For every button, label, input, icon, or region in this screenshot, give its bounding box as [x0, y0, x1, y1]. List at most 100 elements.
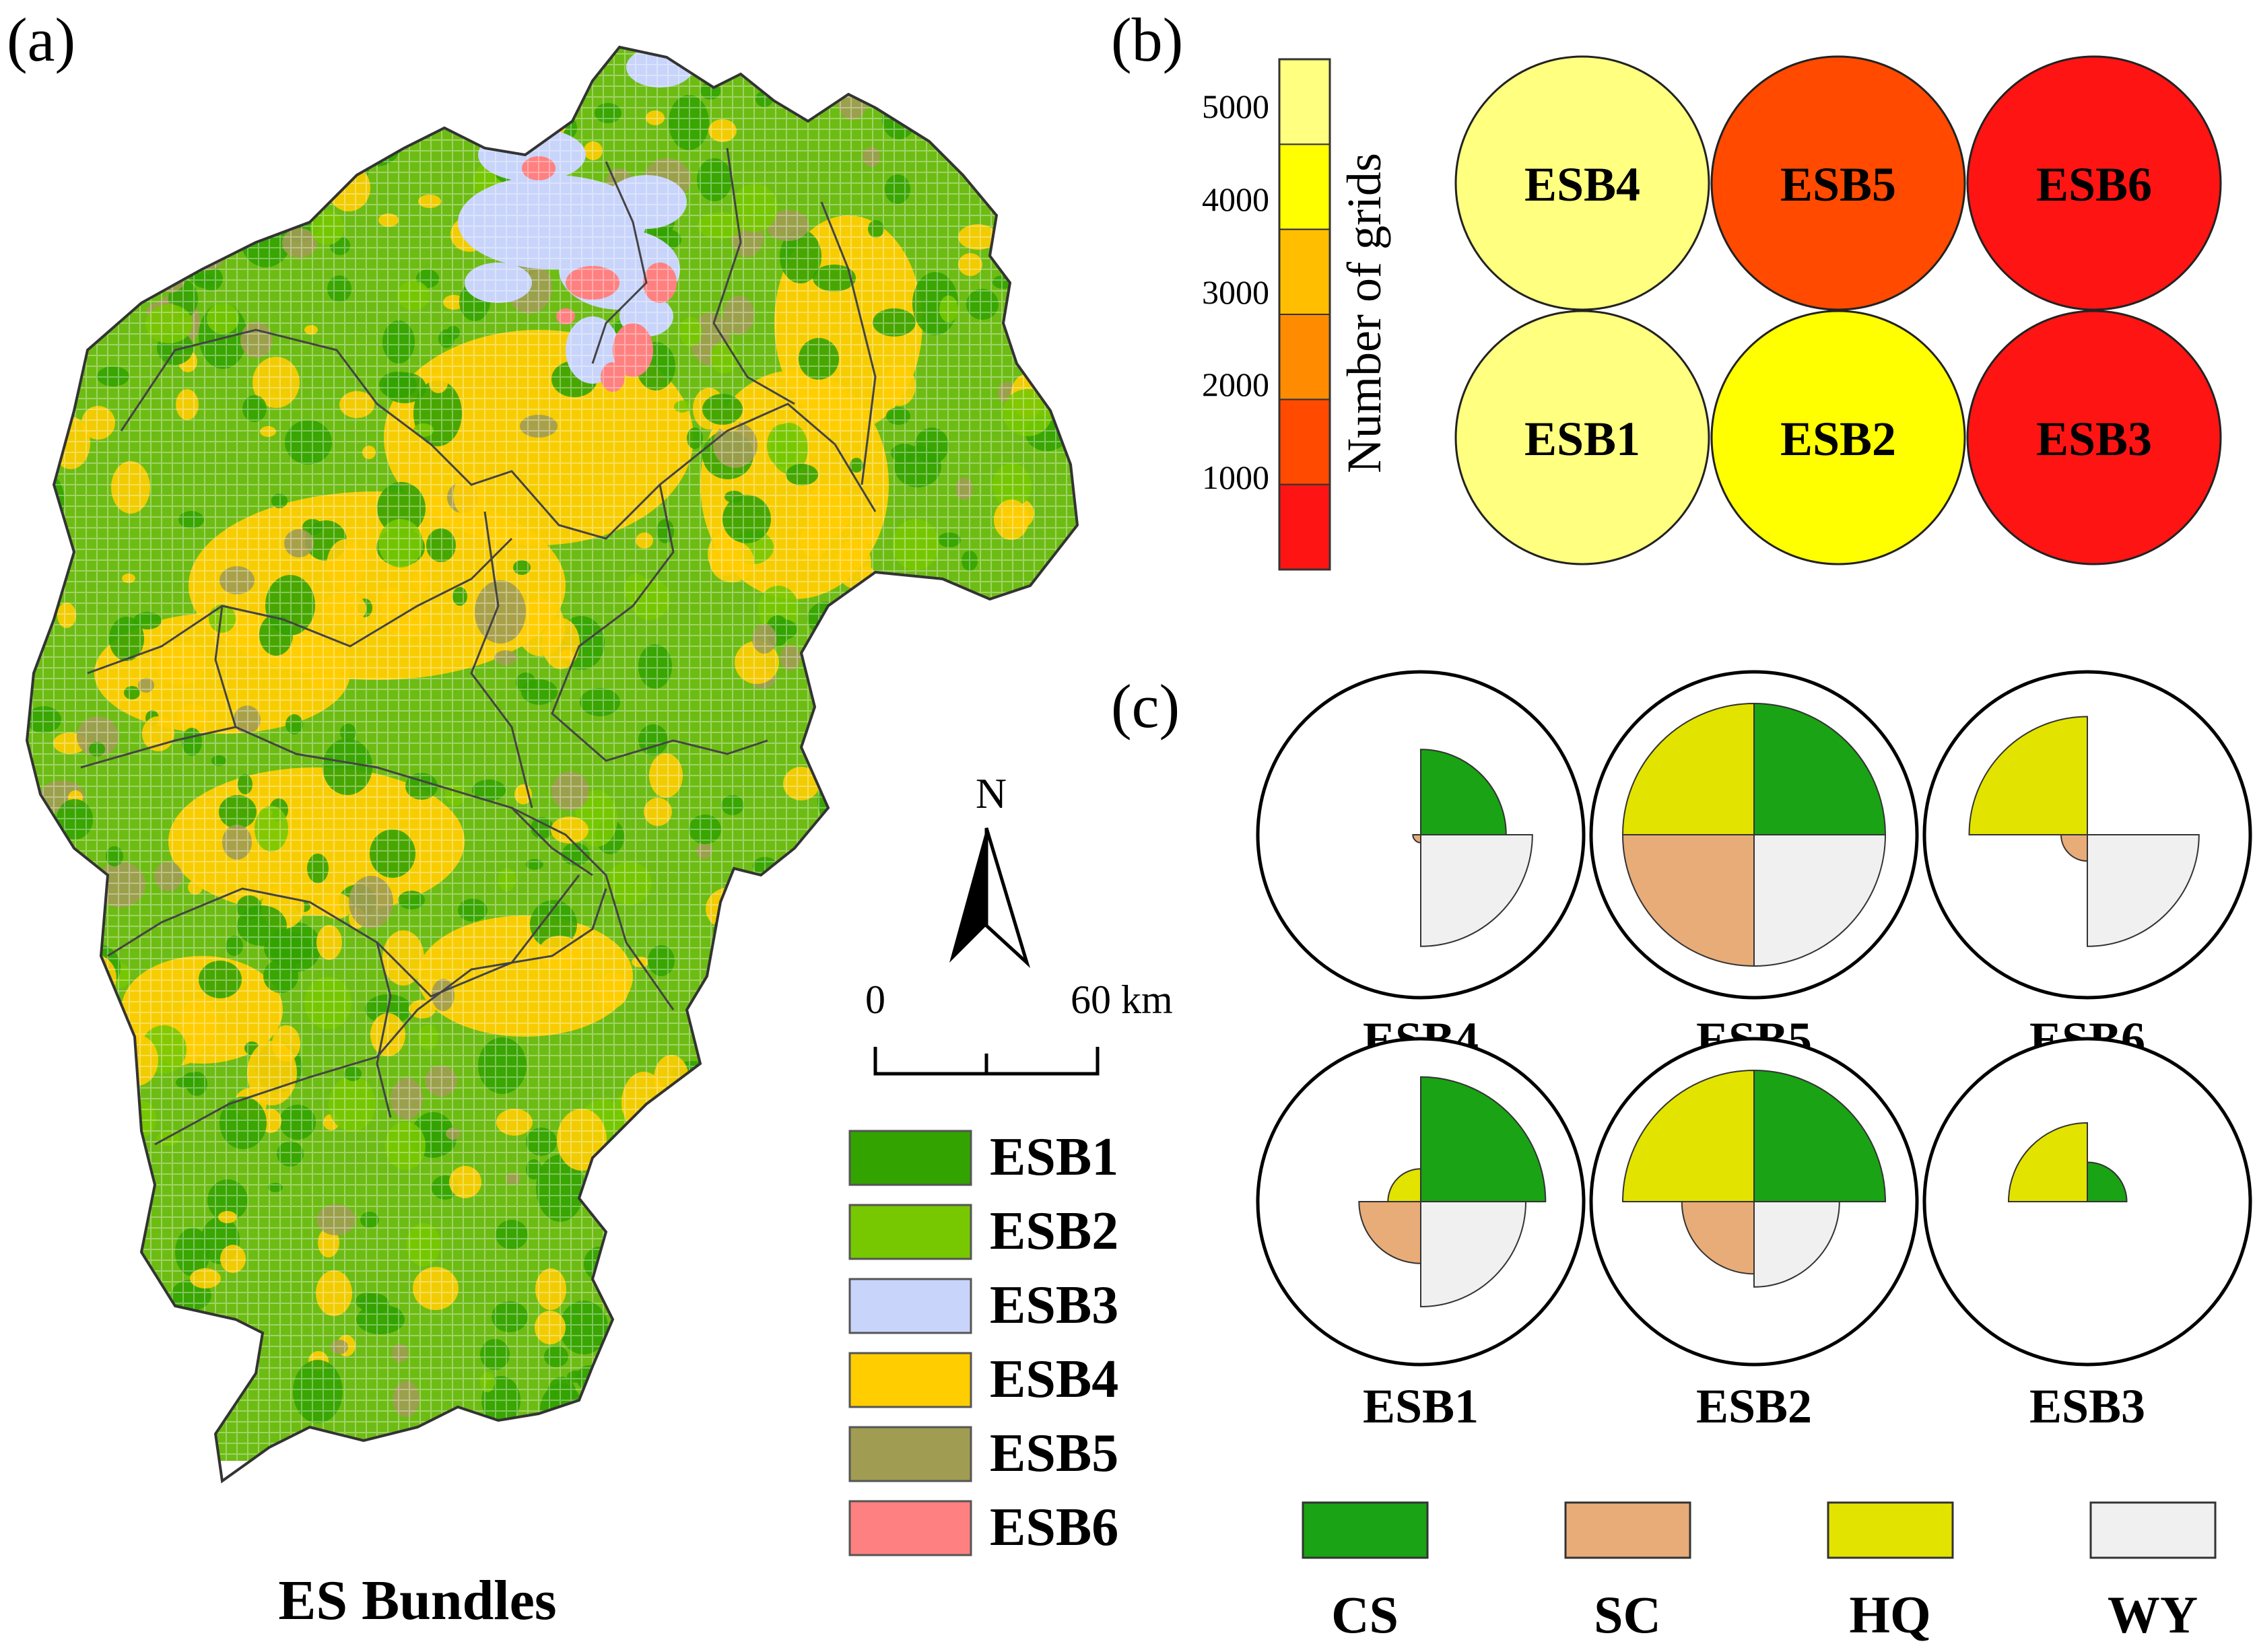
colorbar-ticks: 1000 2000 3000 4000 5000: [1202, 88, 1269, 496]
map-patch: [96, 1385, 119, 1412]
map-patch: [807, 940, 828, 962]
panel-b-label: (b): [1111, 5, 1183, 74]
map-patch: [512, 69, 556, 118]
map-patch: [647, 1253, 673, 1278]
map-patch: [925, 1029, 975, 1097]
colorbar: 1000 2000 3000 4000 5000 Number of grids: [1202, 58, 1391, 571]
map-patch: [972, 670, 1001, 691]
colorbar-segment: [1279, 483, 1331, 571]
map-patch: [86, 1046, 119, 1092]
map-patch: [928, 837, 943, 850]
map-patch: [77, 77, 124, 108]
map-patch: [920, 966, 969, 1008]
map-patch: [753, 1351, 779, 1374]
service-label-cs: CS: [1331, 1585, 1399, 1644]
map-patch: [1038, 627, 1059, 650]
map-patch: [804, 1132, 847, 1185]
map-patch: [77, 1091, 100, 1114]
bundle-count-circles: ESB4 ESB5 ESB6 ESB1 ESB2 ESB3: [1454, 55, 2222, 565]
map-patch: [39, 234, 71, 273]
map-patch: [867, 729, 914, 767]
service-label-hq: HQ: [1849, 1585, 1930, 1644]
map-patch: [116, 232, 158, 286]
rose-wedge-cs: [1420, 749, 1507, 835]
map-patch: [119, 237, 141, 250]
colorbar-tick-label: 2000: [1202, 366, 1269, 403]
rose-wedge-sc: [1358, 1201, 1421, 1264]
map-patch: [766, 1196, 813, 1242]
panel-a-label: (a): [7, 5, 75, 74]
map-patch: [712, 1307, 754, 1332]
rose-wedge-hq: [1387, 1168, 1421, 1202]
map-patch: [1032, 1064, 1071, 1088]
map-patch: [1023, 306, 1063, 332]
rose-wedge-hq: [1621, 702, 1755, 835]
map-patch: [1037, 671, 1072, 706]
legend-label-esb2: ESB2: [990, 1202, 1118, 1261]
rose-wedge-sc: [1412, 834, 1421, 844]
map-patch: [63, 232, 102, 263]
map-patch: [784, 1367, 801, 1388]
map-patch: [37, 1148, 68, 1188]
map-patch: [857, 803, 892, 838]
legend-label-esb6: ESB6: [990, 1498, 1118, 1557]
map-patch: [648, 1291, 684, 1332]
map-patch: [739, 1012, 756, 1027]
bundle-circle-label: ESB1: [1524, 412, 1640, 466]
map-patch: [746, 1096, 785, 1124]
map-patch: [815, 860, 838, 884]
service-label-wy: WY: [2108, 1585, 2198, 1644]
map-patch: [127, 232, 173, 280]
colorbar-segment: [1279, 59, 1331, 145]
map-patch: [927, 691, 964, 725]
map-patch: [832, 1011, 867, 1037]
map-patch: [53, 918, 91, 954]
map-patch: [877, 1065, 914, 1088]
map-patch: [913, 580, 929, 592]
map-patch: [193, 195, 218, 220]
map-patch: [653, 1404, 673, 1416]
colorbar-frame: [1278, 58, 1331, 571]
bundle-circle-label: ESB6: [2036, 158, 2152, 211]
map-patch: [1013, 1021, 1037, 1049]
north-arrow-icon: [949, 828, 986, 963]
map-patch: [81, 1089, 95, 1101]
colorbar-segment: [1279, 143, 1331, 230]
rose-wedge-wy: [1753, 1201, 1840, 1288]
map-patch: [46, 1067, 63, 1087]
map-patch: [1002, 188, 1049, 254]
map-patch: [156, 212, 200, 267]
scale-end: 60 km: [1071, 977, 1173, 1022]
map-patch: [917, 728, 932, 742]
rose-wedge-sc: [1621, 834, 1755, 967]
rose-wedge-wy: [2087, 834, 2200, 947]
map-patch: [113, 123, 152, 166]
map-patch: [66, 371, 79, 386]
map-patch: [1023, 62, 1061, 113]
service-swatch-sc: [1564, 1501, 1691, 1559]
panel-c-label: (c): [1111, 672, 1180, 741]
map-patch: [758, 1307, 776, 1324]
rose-wedge-cs: [1753, 702, 1887, 835]
map-patch: [884, 1067, 933, 1097]
legend-swatch-esb6: [848, 1500, 972, 1556]
map-patch: [730, 900, 757, 936]
rose-label-esb2: ESB2: [1696, 1379, 1812, 1433]
map-patch: [931, 957, 973, 997]
scale-bar: 0 60 km: [865, 977, 1173, 1076]
map-patch: [61, 108, 83, 135]
legend-label-esb4: ESB4: [990, 1350, 1118, 1409]
map-patch: [902, 738, 932, 769]
map-patch: [1039, 1010, 1066, 1037]
rose-wedge-wy: [1420, 1201, 1527, 1308]
colorbar-tick-label: 4000: [1202, 180, 1269, 218]
bundle-circle-label: ESB2: [1780, 412, 1896, 466]
rose-wedge-cs: [1753, 1069, 1887, 1202]
map-patch: [1035, 945, 1074, 973]
map-patch: [887, 672, 910, 691]
map-patch: [680, 1309, 718, 1356]
map-patch: [38, 1383, 82, 1429]
rose-wedge-hq: [2007, 1122, 2088, 1202]
map-patch: [793, 985, 812, 1001]
north-arrow: N: [949, 769, 1031, 968]
